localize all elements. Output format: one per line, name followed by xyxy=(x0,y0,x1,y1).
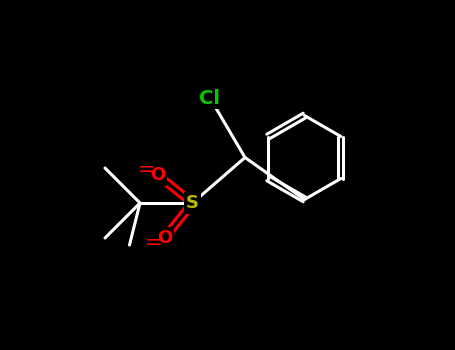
Text: =: = xyxy=(138,160,156,180)
Text: O: O xyxy=(157,229,172,247)
Text: S: S xyxy=(186,194,199,212)
Text: Cl: Cl xyxy=(199,89,221,107)
Text: =: = xyxy=(145,233,163,253)
Text: O: O xyxy=(150,166,165,184)
